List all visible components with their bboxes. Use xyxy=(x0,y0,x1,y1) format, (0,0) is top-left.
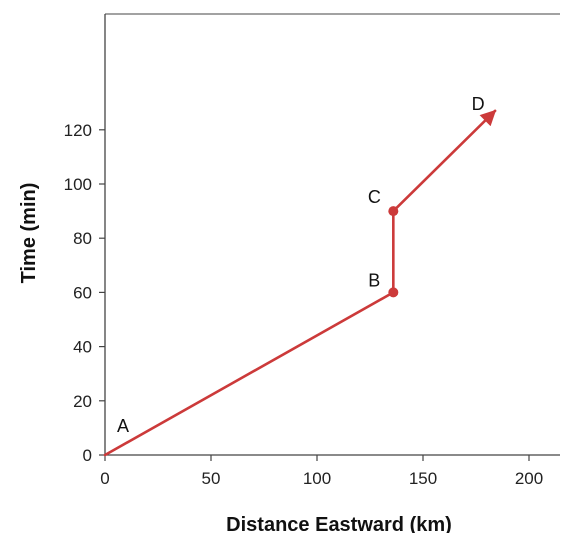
point-label-a: A xyxy=(117,416,129,436)
y-tick-label: 40 xyxy=(73,338,92,357)
y-tick-label: 120 xyxy=(64,121,92,140)
axes xyxy=(104,13,560,456)
y-tick-label: 0 xyxy=(83,446,92,465)
point-marker-b xyxy=(388,287,399,298)
x-tick-label: 50 xyxy=(202,469,221,488)
path-segment-c-d xyxy=(392,109,497,213)
y-tick-label: 80 xyxy=(73,229,92,248)
x-tick-label: 200 xyxy=(515,469,543,488)
x-axis-title: Distance Eastward (km) xyxy=(226,514,452,533)
path-segment-a-b xyxy=(103,291,395,457)
x-tick-label: 0 xyxy=(100,469,109,488)
y-axis-title: Time (min) xyxy=(18,183,40,284)
point-marker-c xyxy=(388,206,399,217)
series-layer xyxy=(103,109,497,457)
y-tick-label: 100 xyxy=(64,175,92,194)
x-tick-label: 100 xyxy=(303,469,331,488)
x-tick-label: 150 xyxy=(409,469,437,488)
y-tick-label: 20 xyxy=(73,392,92,411)
ticks: 0 50 100 150 200 0 20 40 60 80 100 120 xyxy=(64,121,544,488)
labels-layer: A B C D xyxy=(117,94,485,436)
point-label-d: D xyxy=(472,94,485,114)
point-label-b: B xyxy=(368,270,380,290)
y-tick-label: 60 xyxy=(73,283,92,302)
point-label-c: C xyxy=(368,187,381,207)
